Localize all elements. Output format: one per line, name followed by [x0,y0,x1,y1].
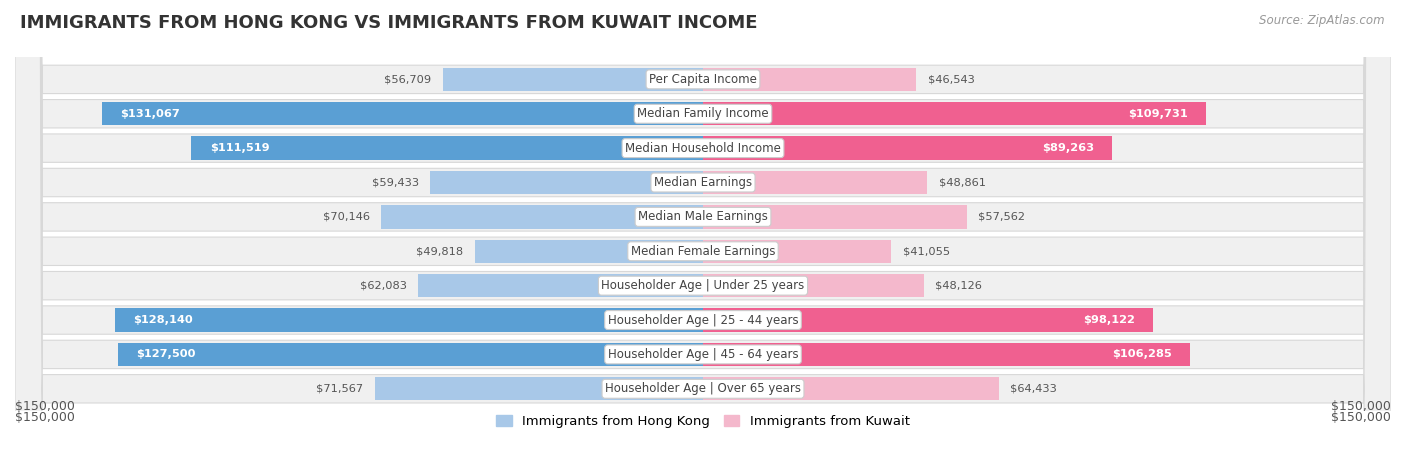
Text: $109,731: $109,731 [1128,109,1188,119]
Bar [101,102,703,126]
Text: Median Earnings: Median Earnings [654,176,752,189]
Text: Householder Age | 25 - 44 years: Householder Age | 25 - 44 years [607,313,799,326]
Text: $150,000: $150,000 [1331,411,1391,424]
FancyBboxPatch shape [15,0,1391,467]
Text: $41,055: $41,055 [903,246,950,256]
Bar [191,136,703,160]
Bar [418,274,703,297]
Text: Median Male Earnings: Median Male Earnings [638,211,768,223]
Bar [703,240,891,263]
Text: $150,000: $150,000 [1331,400,1391,413]
Text: $131,067: $131,067 [120,109,180,119]
FancyBboxPatch shape [15,0,1391,467]
Text: $70,146: $70,146 [323,212,370,222]
FancyBboxPatch shape [15,0,1391,467]
FancyBboxPatch shape [15,0,1391,467]
Text: $57,562: $57,562 [979,212,1025,222]
Text: $71,567: $71,567 [316,384,363,394]
Text: $98,122: $98,122 [1083,315,1135,325]
Bar [703,274,924,297]
Text: Source: ZipAtlas.com: Source: ZipAtlas.com [1260,14,1385,27]
Bar [474,240,703,263]
FancyBboxPatch shape [15,0,1391,467]
Text: $48,126: $48,126 [935,281,981,290]
FancyBboxPatch shape [15,0,1391,467]
Text: Householder Age | Under 25 years: Householder Age | Under 25 years [602,279,804,292]
Text: $128,140: $128,140 [134,315,194,325]
Bar [703,171,927,194]
Bar [703,68,917,91]
Bar [430,171,703,194]
Text: $150,000: $150,000 [15,400,75,413]
Bar [381,205,703,228]
Bar [118,343,703,366]
Text: Householder Age | Over 65 years: Householder Age | Over 65 years [605,382,801,395]
Bar [703,205,967,228]
Bar [115,308,703,332]
Text: Median Female Earnings: Median Female Earnings [631,245,775,258]
Bar [703,102,1206,126]
Bar [703,308,1153,332]
Text: $59,433: $59,433 [371,177,419,188]
Text: Householder Age | 45 - 64 years: Householder Age | 45 - 64 years [607,348,799,361]
Text: $62,083: $62,083 [360,281,406,290]
Text: $48,861: $48,861 [939,177,986,188]
FancyBboxPatch shape [15,0,1391,467]
Text: $150,000: $150,000 [15,411,75,424]
Text: Median Family Income: Median Family Income [637,107,769,120]
FancyBboxPatch shape [15,0,1391,467]
Text: $89,263: $89,263 [1042,143,1094,153]
Text: $56,709: $56,709 [384,74,432,85]
Text: Per Capita Income: Per Capita Income [650,73,756,86]
Text: $49,818: $49,818 [416,246,463,256]
Bar [703,136,1112,160]
Text: IMMIGRANTS FROM HONG KONG VS IMMIGRANTS FROM KUWAIT INCOME: IMMIGRANTS FROM HONG KONG VS IMMIGRANTS … [20,14,758,32]
Text: $111,519: $111,519 [209,143,270,153]
Text: $64,433: $64,433 [1010,384,1057,394]
Legend: Immigrants from Hong Kong, Immigrants from Kuwait: Immigrants from Hong Kong, Immigrants fr… [491,409,915,433]
Bar [443,68,703,91]
FancyBboxPatch shape [15,0,1391,467]
Bar [703,377,998,401]
Text: Median Household Income: Median Household Income [626,142,780,155]
Text: $106,285: $106,285 [1112,349,1173,360]
Bar [375,377,703,401]
Text: $127,500: $127,500 [136,349,195,360]
FancyBboxPatch shape [15,0,1391,467]
Bar [703,343,1191,366]
Text: $46,543: $46,543 [928,74,974,85]
